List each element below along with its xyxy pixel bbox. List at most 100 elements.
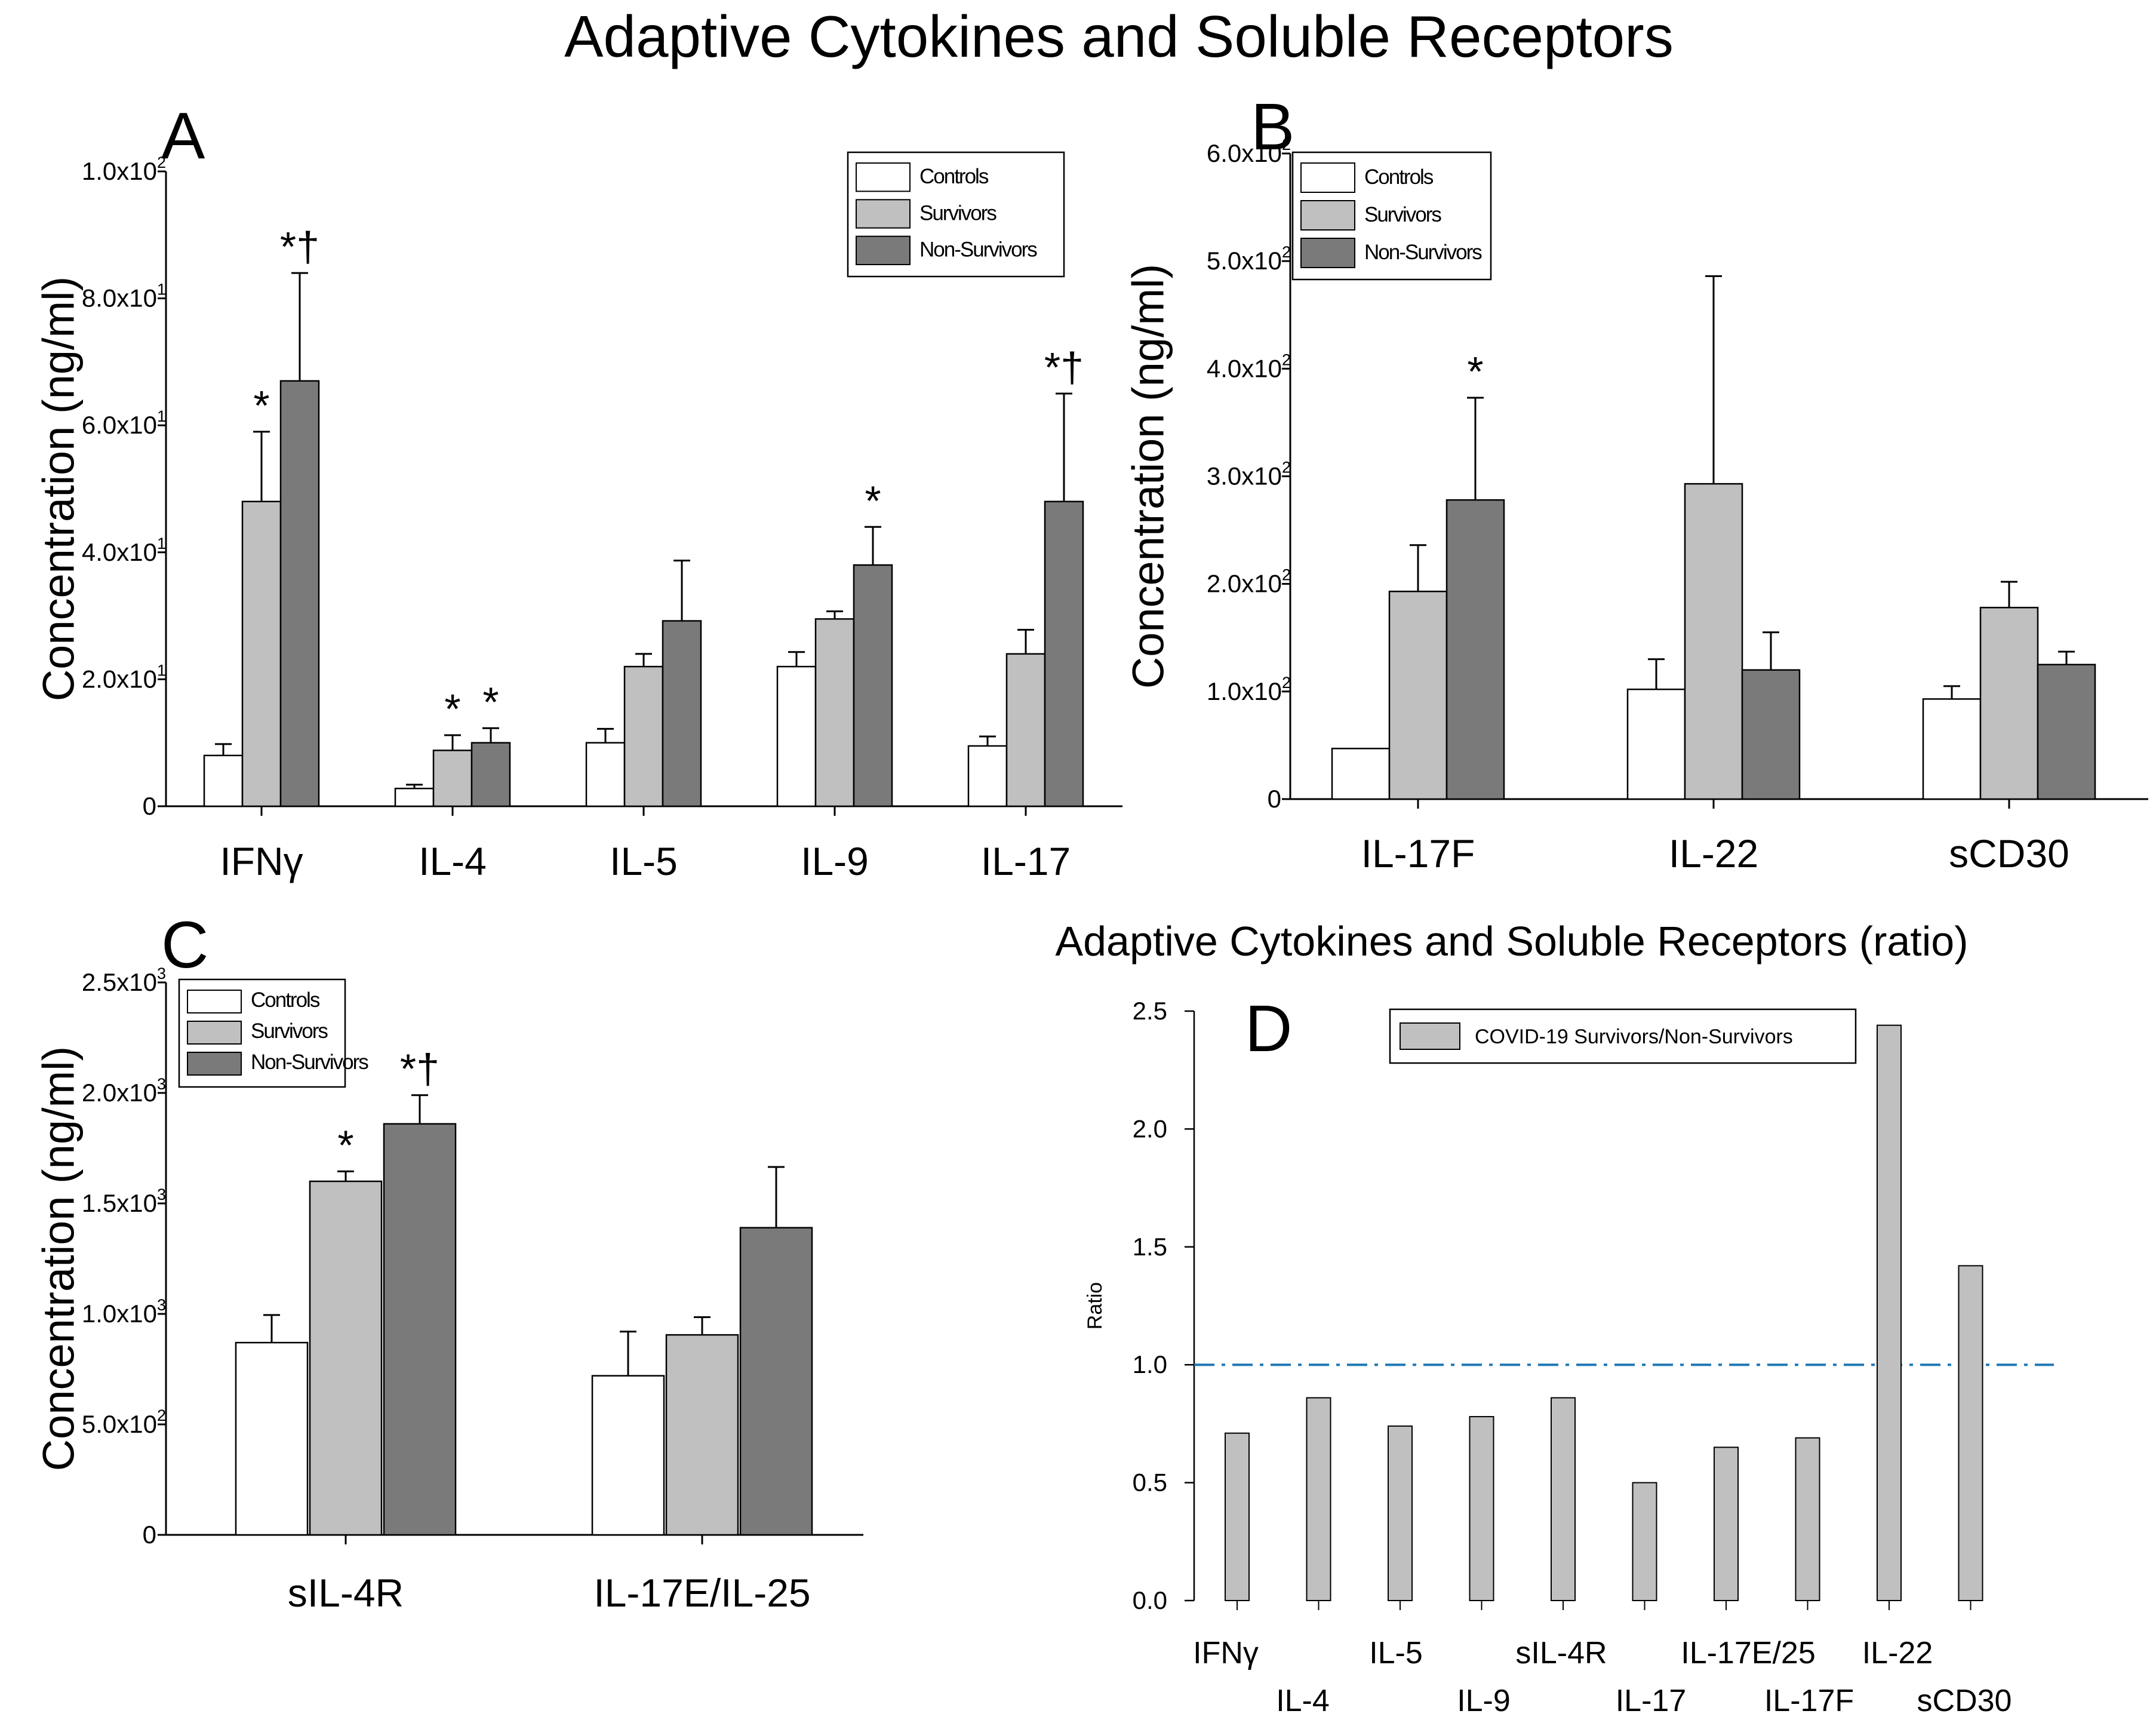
y-axis-label: Ratio xyxy=(1084,1282,1106,1329)
x-tick-label-il-17f: IL-17F xyxy=(1764,1684,1854,1718)
y-tick-label: 2.0x103 xyxy=(82,1075,166,1107)
bar-il-22-controls xyxy=(1626,688,1686,800)
y-tick-label: 1.0x103 xyxy=(82,1296,166,1328)
bar-sil-4r-survivors xyxy=(309,1180,383,1536)
legend: Controls Survivors Non-Survivors xyxy=(1291,151,1492,281)
x-tick-label-il-4: IL-4 xyxy=(419,839,487,883)
y-tick-label: 0 xyxy=(1268,785,1281,813)
y-tick-label: 0.5 xyxy=(1133,1469,1167,1497)
legend-label-non-survivors: Non-Survivors xyxy=(1364,241,1482,264)
ratio-bar-ifn xyxy=(1225,1432,1250,1601)
ratio-bar-il-17 xyxy=(1632,1482,1657,1602)
x-tick-label-scd30: sCD30 xyxy=(1949,831,2069,876)
x-tick-label-il-9: IL-9 xyxy=(1457,1684,1511,1718)
y-tick-label: 2.0x102 xyxy=(1207,566,1291,598)
legend-swatch-non-survivors xyxy=(187,1052,242,1076)
y-tick-label: 3.0x102 xyxy=(1207,459,1291,490)
significance-marker: * xyxy=(253,382,269,429)
panel-c: C Concentration (ng/ml) 0 5.0x102 1.0x103 1.5… xyxy=(34,908,863,1615)
bar-ifn-survivors xyxy=(241,500,282,807)
bar-il-22-non-survivors xyxy=(1741,669,1801,800)
bar-scd30-controls xyxy=(1922,698,1982,800)
bar-il-4-controls xyxy=(394,787,435,807)
x-tick-label-sil-4r: sIL-4R xyxy=(1515,1636,1607,1670)
y-tick-label: 1.5 xyxy=(1133,1233,1167,1261)
legend-label: COVID-19 Survivors/Non-Survivors xyxy=(1475,1025,1793,1048)
bar-il-5-survivors xyxy=(623,665,664,807)
bar-ifn-non-survivors xyxy=(279,380,320,807)
bar-il-9-non-survivors xyxy=(853,564,893,807)
bar-il-4-survivors xyxy=(432,750,473,807)
y-tick-label: 2.5 xyxy=(1133,997,1167,1025)
significance-marker: * xyxy=(337,1122,353,1168)
significance-marker: * xyxy=(444,686,460,732)
bar-il-17e-il-25-survivors xyxy=(665,1334,739,1536)
significance-marker: *† xyxy=(1044,344,1084,391)
bar-il-17f-controls xyxy=(1331,748,1391,800)
legend-label-survivors: Survivors xyxy=(1364,203,1441,226)
x-tick-label-il-5: IL-5 xyxy=(610,839,678,883)
bar-il-9-survivors xyxy=(814,618,855,807)
y-tick-label: 1.0 xyxy=(1133,1350,1167,1378)
y-tick-label: 0 xyxy=(143,792,156,820)
ratio-bar-il-5 xyxy=(1388,1425,1413,1601)
bar-sil-4r-controls xyxy=(235,1341,309,1536)
bar-scd30-non-survivors xyxy=(2037,664,2096,800)
legend-label-non-survivors: Non-Survivors xyxy=(919,238,1037,262)
y-tick-label: 0 xyxy=(143,1521,156,1549)
legend: COVID-19 Survivors/Non-Survivors xyxy=(1389,1008,1857,1064)
y-tick-label: 5.0x102 xyxy=(82,1406,166,1438)
y-tick-label: 8.0x101 xyxy=(82,281,166,312)
significance-marker: * xyxy=(865,477,881,524)
x-tick-label-il-9: IL-9 xyxy=(801,839,869,883)
x-tick-label-il-17f: IL-17F xyxy=(1361,831,1475,876)
ratio-bar-il-17e-25 xyxy=(1714,1446,1739,1601)
y-tick-label: 6.0x102 xyxy=(1207,136,1291,167)
legend-swatch-controls xyxy=(856,162,911,192)
panel-a: A Concentration (ng/ml) 0 2.0x101 4.0x101 6.0… xyxy=(34,99,1122,883)
y-tick-label: 1.0x102 xyxy=(1207,674,1291,705)
y-axis-label: Concentration (ng/ml) xyxy=(34,277,84,702)
legend-swatch-controls xyxy=(187,990,242,1013)
bar-il-22-survivors xyxy=(1684,483,1743,800)
x-tick-label-il-22: IL-22 xyxy=(1669,831,1758,876)
x-tick-label-sil-4r: sIL-4R xyxy=(288,1571,404,1615)
bar-il-17-non-survivors xyxy=(1044,500,1084,807)
legend-swatch-non-survivors xyxy=(1300,238,1355,268)
significance-marker: * xyxy=(1467,348,1483,395)
bar-il-4-non-survivors xyxy=(470,742,511,807)
ratio-bar-il-4 xyxy=(1306,1397,1331,1601)
bar-il-17f-non-survivors xyxy=(1445,499,1505,800)
panel-d-title: Adaptive Cytokines and Soluble Receptors… xyxy=(1055,918,1968,965)
y-tick-label: 1.5x103 xyxy=(82,1185,166,1217)
x-tick-label-ifn: IFNγ xyxy=(220,839,303,883)
bar-sil-4r-non-survivors xyxy=(383,1123,457,1536)
panel-d: Adaptive Cytokines and Soluble Receptors… xyxy=(1055,918,2054,1718)
panel-b: B Concentration (ng/ml) 0 1.0x102 2.0x102 3.0… xyxy=(1124,90,2148,876)
legend-swatch-controls xyxy=(1300,162,1355,193)
x-tick-label-il-17: IL-17 xyxy=(1616,1684,1687,1718)
ratio-bar-il-9 xyxy=(1469,1416,1494,1601)
ratio-bar-sil-4r xyxy=(1551,1397,1576,1601)
x-tick-label-scd30: sCD30 xyxy=(1917,1684,2012,1718)
y-tick-label: 5.0x102 xyxy=(1207,243,1291,275)
figure-title: Adaptive Cytokines and Soluble Receptors xyxy=(564,4,1674,69)
legend-swatch xyxy=(1400,1022,1460,1050)
legend: Controls Survivors Non-Survivors xyxy=(178,978,370,1088)
legend-label-controls: Controls xyxy=(919,165,989,188)
legend-label-non-survivors: Non-Survivors xyxy=(251,1051,368,1074)
bar-il-5-controls xyxy=(585,742,626,807)
x-tick-label-il-17e-il-25: IL-17E/IL-25 xyxy=(593,1571,810,1615)
legend-swatch-survivors xyxy=(856,199,911,229)
bar-il-9-controls xyxy=(776,665,817,807)
bar-scd30-survivors xyxy=(1979,607,2039,800)
y-axis-label: Concentration (ng/ml) xyxy=(34,1046,84,1472)
x-tick-label-il-5: IL-5 xyxy=(1369,1636,1423,1670)
panel-letter-c: C xyxy=(161,908,208,982)
legend-label-survivors: Survivors xyxy=(919,201,997,225)
bar-ifn-controls xyxy=(203,754,244,807)
ratio-bar-il-22 xyxy=(1877,1024,1902,1601)
y-tick-label: 0.0 xyxy=(1133,1586,1167,1614)
bar-il-5-non-survivors xyxy=(662,620,702,807)
y-axis-label: Concentration (ng/ml) xyxy=(1124,264,1173,689)
